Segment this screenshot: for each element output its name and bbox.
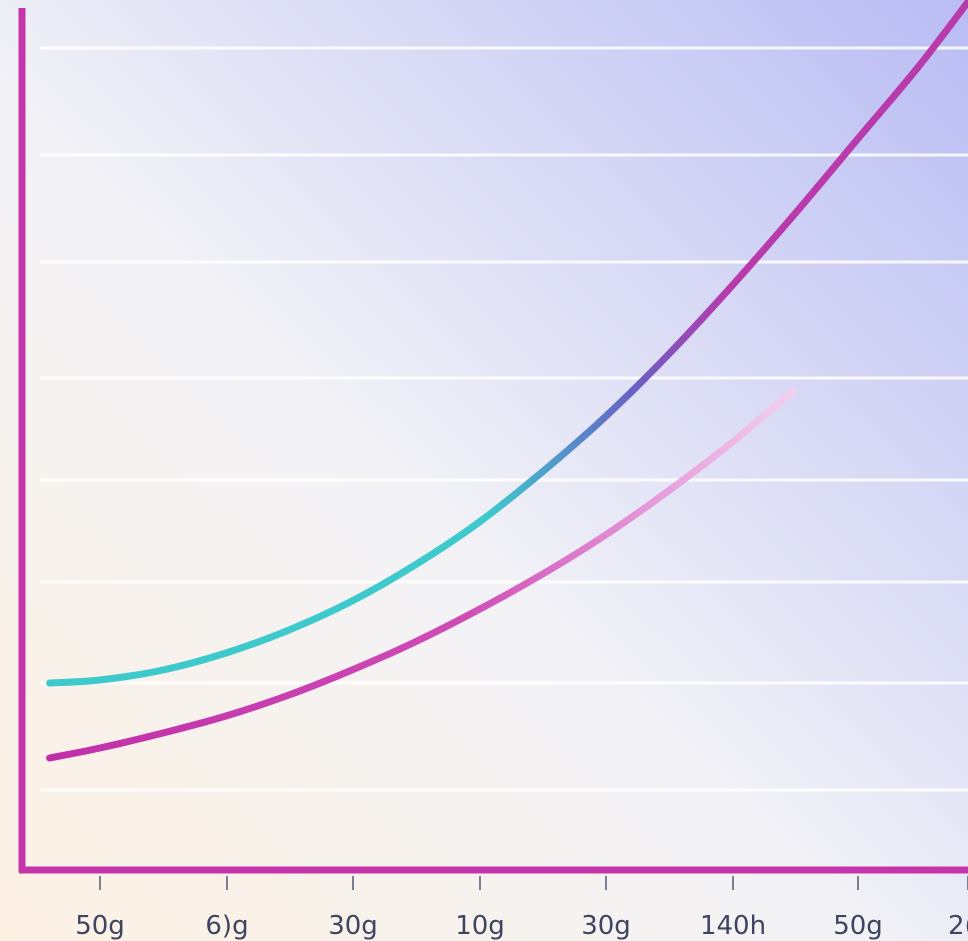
- x-tick-label: 30g: [328, 911, 378, 941]
- x-tick-label: 50g: [75, 911, 125, 941]
- x-tick-label: 50g: [833, 911, 883, 941]
- series-lines: [46, 0, 968, 762]
- x-tick-label: 2(: [948, 911, 968, 941]
- x-tick-label: 10g: [455, 911, 505, 941]
- axes: [18, 8, 968, 874]
- x-tick-label: 6)g: [205, 911, 248, 941]
- series-line-upper: [46, 0, 968, 687]
- x-tick-label: 30g: [581, 911, 631, 941]
- x-ticks: 50g 6)g 30g 10g 30g 140h 50g 2(: [75, 876, 968, 941]
- grid-lines: [40, 46, 968, 792]
- series-line-lower: [46, 387, 797, 762]
- x-tick-label: 140h: [700, 911, 766, 941]
